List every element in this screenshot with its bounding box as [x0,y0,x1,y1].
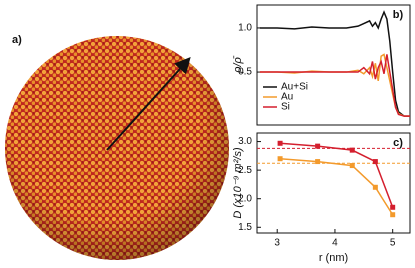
data-line [259,54,410,117]
data-point [372,159,378,165]
legend-label: Au+Si [281,82,308,93]
y-tick-label: 1.5 [238,222,252,233]
data-point [372,184,378,190]
x-tick-label: 4 [332,238,338,249]
data-point [390,204,396,210]
legend-label: Au [281,92,293,103]
data-point [349,147,355,153]
y-axis-label: D (x10⁻⁹ m²/s) [232,147,244,219]
radius-arrow [106,57,191,151]
data-point [315,143,321,149]
plot-frame [256,132,411,234]
data-point [390,212,396,218]
data-point [277,156,283,162]
data-point [349,163,355,169]
legend-label: Si [281,102,290,113]
data-point [315,159,321,165]
y-axis-label: ρ/ρ̄ [232,55,244,74]
panel-label: b) [393,9,404,21]
y-tick-label: 2.0 [238,193,252,204]
x-tick-label: 3 [274,238,280,249]
y-tick-label: 0.5 [238,67,252,78]
plot-frame [256,4,411,126]
data-line [259,10,410,117]
data-point [277,140,283,146]
sphere-image [5,36,229,260]
x-axis-label: r (nm) [319,252,348,264]
y-tick-label: 1.0 [238,23,252,34]
y-tick-label: 3.0 [238,136,252,147]
panel-label: a) [12,34,22,46]
y-tick-label: 2.5 [238,165,252,176]
x-tick-label: 5 [390,238,396,249]
panel-label: c) [393,137,403,149]
data-line [280,142,394,208]
